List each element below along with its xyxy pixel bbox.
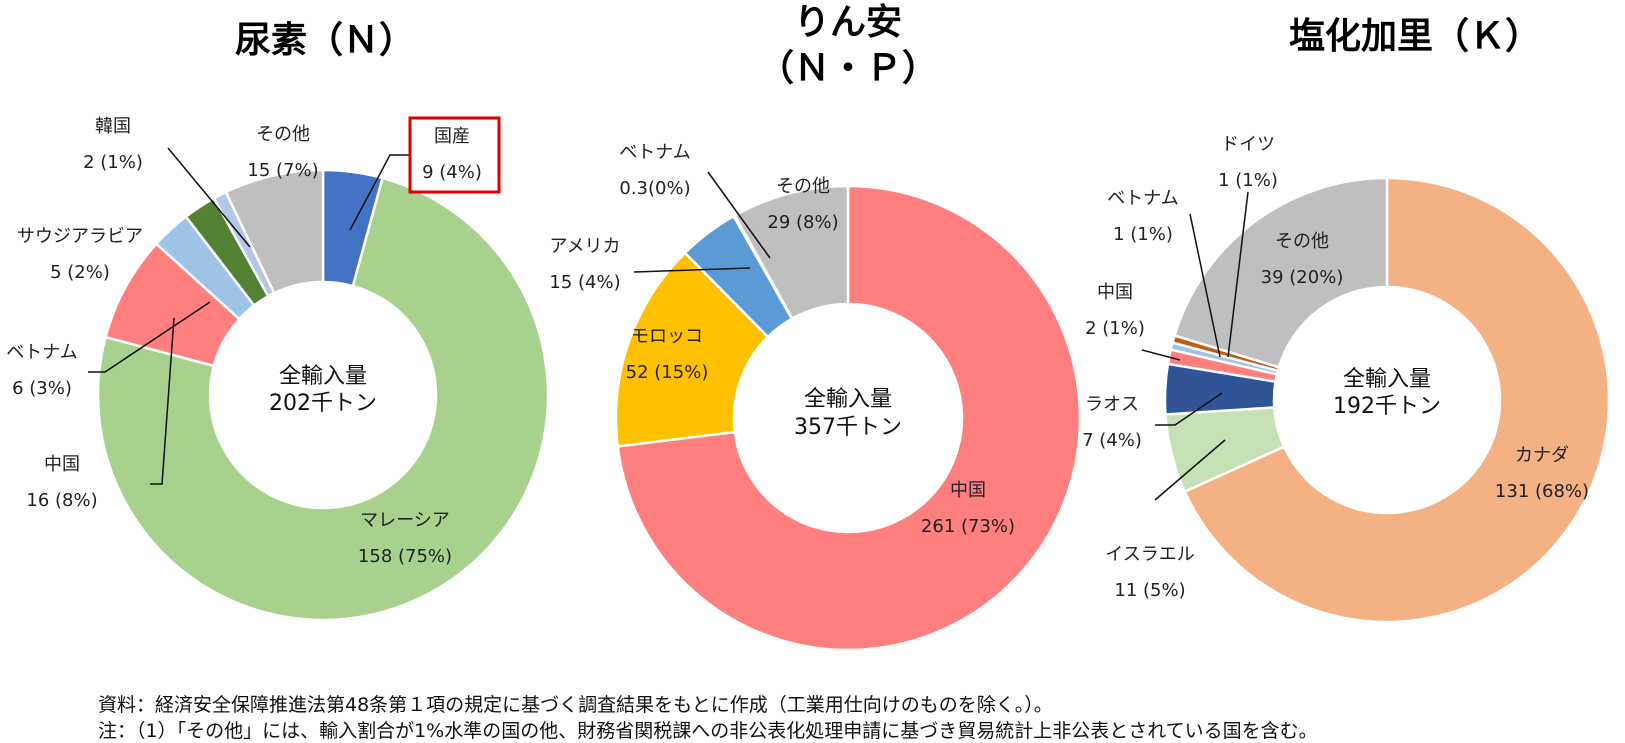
slice-label-name: ラオス <box>1085 394 1139 415</box>
slice-label-value: 1 (1%) <box>1113 224 1173 245</box>
slice-label-value: 2 (1%) <box>1085 318 1145 339</box>
center-label-urea-1: 全輸入量 <box>279 364 367 389</box>
center-label-dap-2: 357千トン <box>794 415 902 440</box>
donut-slice <box>616 184 1082 652</box>
slice-label-name: 中国 <box>44 454 80 475</box>
slice-label-name: その他 <box>1275 231 1329 252</box>
slice-label-name: 韓国 <box>95 116 131 137</box>
slice-label-name: イスラエル <box>1105 544 1194 565</box>
slice-label-name: 中国 <box>1097 282 1133 303</box>
slice-label-value: 261 (73%) <box>921 516 1015 537</box>
chart-title-dap-line2: （Ｎ・Ｐ） <box>758 48 938 89</box>
slice-label-value: 16 (8%) <box>26 490 97 511</box>
donut-slice <box>1173 176 1389 369</box>
slice-label-name: その他 <box>776 176 830 197</box>
slice-label-name: ベトナム <box>1107 188 1178 209</box>
slice-label-value: 131 (68%) <box>1495 481 1589 502</box>
slice-label-value: 5 (2%) <box>50 262 110 283</box>
highlight-box-domestic <box>408 116 501 194</box>
slice-label-value: 6 (3%) <box>12 378 72 399</box>
donut-slice <box>224 168 325 295</box>
slice-label-name: その他 <box>256 124 310 145</box>
chart-title-dap-line1: りん安 <box>794 2 902 43</box>
footnote: 注：（1）「その他」には、輸入割合が1%水準の国の他、財務省関税課への非公表化処… <box>98 720 1318 742</box>
donut-slice <box>733 184 850 321</box>
slice-label-value: 7 (4%) <box>1082 430 1142 451</box>
donut-urea <box>96 168 550 622</box>
slice-label-name: マレーシア <box>360 510 450 531</box>
source-note: 資料：経済安全保障推進法第48条第１項の規定に基づく調査結果をもとに作成（工業用… <box>98 694 1053 716</box>
slice-label-name: モロッコ <box>631 326 703 347</box>
slice-label-value: 11 (5%) <box>1114 580 1185 601</box>
slice-label-value: 0.3(0%) <box>619 178 690 199</box>
slice-label-value: 15 (7%) <box>247 160 318 181</box>
slice-label-value: 52 (15%) <box>626 362 709 383</box>
donut-slice <box>614 251 770 448</box>
slice-label-name: 中国 <box>950 480 986 501</box>
slice-label-name: ベトナム <box>6 342 77 363</box>
donut-potash <box>1163 176 1611 624</box>
slice-label-name: ベトナム <box>619 142 690 163</box>
slice-label-value: 9 (4%) <box>422 162 482 183</box>
center-label-urea-2: 202千トン <box>269 391 377 416</box>
slice-label-name: 国産 <box>434 126 470 147</box>
center-label-potash-2: 192千トン <box>1333 394 1441 419</box>
slice-label-name: カナダ <box>1515 445 1569 466</box>
slice-label-name: アメリカ <box>549 236 620 257</box>
center-label-dap-1: 全輸入量 <box>804 387 892 412</box>
slice-label-value: 15 (4%) <box>549 272 620 293</box>
donut-slice <box>1183 176 1611 624</box>
chart-title-potash: 塩化加里（Ｋ） <box>1289 16 1541 57</box>
donut-slice <box>96 176 550 622</box>
slice-label-value: 39 (20%) <box>1261 267 1344 288</box>
slice-label-value: 2 (1%) <box>83 152 143 173</box>
donut-charts: 尿素（Ｎ） りん安 （Ｎ・Ｐ） 塩化加里（Ｋ） 全輸入量 202千トン 全輸入量… <box>6 2 1611 652</box>
donut-dap <box>614 184 1082 652</box>
leader-lines <box>88 147 1249 501</box>
slice-label-name: ドイツ <box>1221 134 1275 155</box>
center-label-potash-1: 全輸入量 <box>1343 367 1431 392</box>
slice-label-value: 1 (1%) <box>1218 170 1278 191</box>
slice-label-name: サウジアラビア <box>17 226 143 247</box>
chart-title-urea: 尿素（Ｎ） <box>235 20 415 61</box>
slice-label-value: 158 (75%) <box>358 546 452 567</box>
slice-label-value: 29 (8%) <box>767 212 838 233</box>
